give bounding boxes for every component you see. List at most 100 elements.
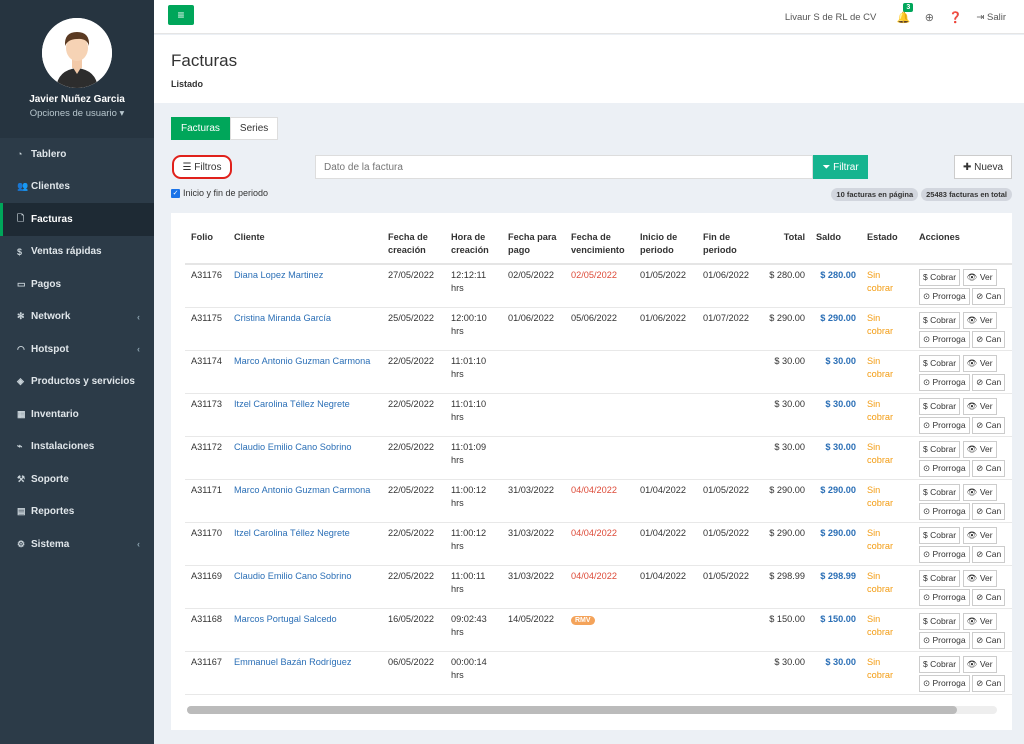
- extension-button[interactable]: ⊙ Prorroga: [919, 460, 970, 477]
- period-checkbox[interactable]: ✓: [171, 188, 180, 198]
- search-input[interactable]: [315, 155, 813, 179]
- sidebar-item-clientes[interactable]: 👥 Clientes: [0, 171, 154, 204]
- charge-button[interactable]: $ Cobrar: [919, 484, 961, 501]
- client-link[interactable]: Itzel Carolina Téllez Negrete: [234, 528, 350, 538]
- client-link[interactable]: Itzel Carolina Téllez Negrete: [234, 399, 350, 409]
- sidebar-item-label: Clientes: [31, 181, 70, 193]
- extension-button[interactable]: ⊙ Prorroga: [919, 417, 970, 434]
- sidebar-item-inventario[interactable]: ▦ Inventario: [0, 398, 154, 431]
- view-button[interactable]: 👁 Ver: [962, 441, 997, 458]
- charge-button[interactable]: $ Cobrar: [919, 613, 961, 630]
- page-subtitle: Listado: [171, 79, 204, 89]
- sidebar-item-instalaciones[interactable]: ⌁ Instalaciones: [0, 431, 154, 464]
- horizontal-scrollbar[interactable]: [187, 706, 997, 714]
- user-options-dropdown[interactable]: Opciones de usuario ▾: [29, 108, 125, 119]
- sidebar-item-sistema[interactable]: ⚙ Sistema ‹: [0, 528, 154, 561]
- sidebar-item-soporte[interactable]: ⚒ Soporte: [0, 463, 154, 496]
- sidebar-item-network[interactable]: ✻ Network ‹: [0, 301, 154, 334]
- column-header[interactable]: Acciones: [913, 227, 1012, 265]
- view-button[interactable]: 👁 Ver: [962, 613, 997, 630]
- extension-button[interactable]: ⊙ Prorroga: [919, 331, 970, 348]
- extension-button[interactable]: ⊙ Prorroga: [919, 374, 970, 391]
- eye-icon: 👁: [966, 444, 978, 454]
- sidebar-item-productos-y-servicios[interactable]: ◈ Productos y servicios: [0, 366, 154, 399]
- client-link[interactable]: Claudio Emilio Cano Sobrino: [234, 571, 352, 581]
- logout-button[interactable]: ⇥ Salir: [976, 12, 1006, 23]
- cancel-button[interactable]: ⊘ Can: [972, 417, 1006, 434]
- column-header[interactable]: Fin de periodo: [697, 227, 760, 265]
- cancel-button[interactable]: ⊘ Can: [972, 374, 1006, 391]
- column-header[interactable]: Hora de creación: [445, 227, 502, 265]
- sidebar-item-reportes[interactable]: ▤ Reportes: [0, 496, 154, 529]
- column-header[interactable]: Estado: [861, 227, 913, 265]
- tab-series[interactable]: Series: [229, 117, 279, 140]
- view-button[interactable]: 👁 Ver: [962, 355, 997, 372]
- client-link[interactable]: Marco Antonio Guzman Carmona: [234, 485, 371, 495]
- sidebar-item-tablero[interactable]: ◔ Tablero: [0, 138, 154, 171]
- tab-facturas[interactable]: Facturas: [171, 117, 230, 140]
- extension-button[interactable]: ⊙ Prorroga: [919, 546, 970, 563]
- extension-button[interactable]: ⊙ Prorroga: [919, 288, 970, 305]
- extension-button[interactable]: ⊙ Prorroga: [919, 503, 970, 520]
- column-header[interactable]: Fecha de creación: [382, 227, 445, 265]
- column-header[interactable]: Fecha de vencimiento: [565, 227, 634, 265]
- column-header[interactable]: Cliente: [228, 227, 382, 265]
- extension-button[interactable]: ⊙ Prorroga: [919, 675, 970, 692]
- support-button[interactable]: ⊕: [916, 11, 942, 24]
- sidebar-item-pagos[interactable]: ▭ Pagos: [0, 268, 154, 301]
- charge-label: Cobrar: [930, 487, 957, 497]
- cancel-button[interactable]: ⊘ Can: [972, 589, 1006, 606]
- cancel-button[interactable]: ⊘ Can: [972, 675, 1006, 692]
- notifications-button[interactable]: 🔔 3: [890, 2, 916, 24]
- client-link[interactable]: Cristina Miranda García: [234, 313, 332, 323]
- client-link[interactable]: Marco Antonio Guzman Carmona: [234, 356, 371, 366]
- view-button[interactable]: 👁 Ver: [962, 484, 997, 501]
- view-button[interactable]: 👁 Ver: [962, 656, 997, 673]
- charge-button[interactable]: $ Cobrar: [919, 570, 961, 587]
- client-link[interactable]: Claudio Emilio Cano Sobrino: [234, 442, 352, 452]
- view-button[interactable]: 👁 Ver: [962, 570, 997, 587]
- client-link[interactable]: Emmanuel Bazán Rodríguez: [234, 657, 352, 667]
- client-link[interactable]: Diana Lopez Martinez: [234, 270, 324, 280]
- column-header[interactable]: Inicio de periodo: [634, 227, 697, 265]
- new-invoice-button[interactable]: ✚ Nueva: [954, 155, 1012, 179]
- cancel-button[interactable]: ⊘ Can: [972, 632, 1006, 649]
- cancel-button[interactable]: ⊘ Can: [972, 503, 1006, 520]
- help-button[interactable]: ❓: [942, 11, 968, 24]
- clock-icon: ⊙: [923, 377, 931, 387]
- column-header[interactable]: Folio: [185, 227, 228, 265]
- extension-button[interactable]: ⊙ Prorroga: [919, 589, 970, 606]
- cancel-button[interactable]: ⊘ Can: [972, 288, 1006, 305]
- cancel-button[interactable]: ⊘ Can: [972, 460, 1006, 477]
- charge-button[interactable]: $ Cobrar: [919, 312, 961, 329]
- cancel-button[interactable]: ⊘ Can: [972, 331, 1006, 348]
- payment-date-cell: 31/03/2022: [502, 479, 565, 523]
- filter-submit-button[interactable]: ⏷ Filtrar: [813, 155, 868, 179]
- charge-button[interactable]: $ Cobrar: [919, 656, 961, 673]
- view-button[interactable]: 👁 Ver: [962, 269, 997, 286]
- period-checkbox-row[interactable]: ✓ Inicio y fin de periodo: [171, 188, 268, 198]
- company-name[interactable]: Livaur S de RL de CV: [784, 11, 877, 23]
- charge-button[interactable]: $ Cobrar: [919, 398, 961, 415]
- view-button[interactable]: 👁 Ver: [962, 527, 997, 544]
- view-label: Ver: [979, 401, 993, 411]
- charge-button[interactable]: $ Cobrar: [919, 527, 961, 544]
- charge-button[interactable]: $ Cobrar: [919, 355, 961, 372]
- extension-button[interactable]: ⊙ Prorroga: [919, 632, 970, 649]
- charge-button[interactable]: $ Cobrar: [919, 441, 961, 458]
- charge-button[interactable]: $ Cobrar: [919, 269, 961, 286]
- view-button[interactable]: 👁 Ver: [962, 398, 997, 415]
- sidebar-toggle-button[interactable]: ≡: [168, 5, 194, 25]
- filters-button[interactable]: ☰ Filtros: [172, 155, 232, 179]
- sidebar-item-hotspot[interactable]: ◠ Hotspot ‹: [0, 333, 154, 366]
- sidebar-item-facturas[interactable]: 🗋 Facturas: [0, 203, 154, 236]
- eye-icon: 👁: [966, 616, 978, 626]
- column-header[interactable]: Total: [760, 227, 810, 265]
- view-button[interactable]: 👁 Ver: [962, 312, 997, 329]
- column-header[interactable]: Saldo: [810, 227, 861, 265]
- sidebar-item-ventas-rápidas[interactable]: $ Ventas rápidas: [0, 236, 154, 269]
- cancel-button[interactable]: ⊘ Can: [972, 546, 1006, 563]
- scrollbar-thumb[interactable]: [187, 706, 957, 714]
- client-link[interactable]: Marcos Portugal Salcedo: [234, 614, 337, 624]
- column-header[interactable]: Fecha para pago: [502, 227, 565, 265]
